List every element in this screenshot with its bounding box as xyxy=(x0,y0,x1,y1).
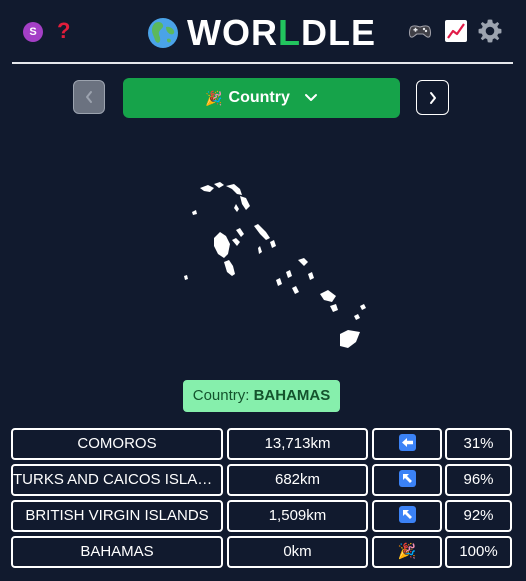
gear-icon[interactable] xyxy=(477,18,503,44)
next-button[interactable] xyxy=(416,80,449,115)
answer-badge: Country: BAHAMAS xyxy=(183,380,340,412)
guess-distance: 1,509km xyxy=(227,500,368,532)
guess-name: BAHAMAS xyxy=(11,536,223,568)
guess-direction xyxy=(372,464,442,496)
guess-name: COMOROS xyxy=(11,428,223,460)
up-left-arrow-icon xyxy=(398,470,416,488)
guess-percent: 96% xyxy=(445,464,512,496)
title-part: DLE xyxy=(300,12,376,53)
guess-direction: 🎉 xyxy=(372,536,442,568)
party-popper-icon: 🎉 xyxy=(397,543,417,560)
table-row: BAHAMAS 0km 🎉 100% xyxy=(11,536,513,568)
title-part: WOR xyxy=(187,12,278,53)
country-silhouette xyxy=(184,182,366,348)
table-row: BRITISH VIRGIN ISLANDS 1,509km 92% xyxy=(11,500,513,532)
profile-icon[interactable]: S xyxy=(23,22,43,42)
header-bar: S ? WORLDLE xyxy=(12,0,513,64)
guess-direction xyxy=(372,500,442,532)
table-row: TURKS AND CAICOS ISLANDS 682km 96% xyxy=(11,464,513,496)
help-icon[interactable]: ? xyxy=(57,18,71,43)
guess-direction xyxy=(372,428,442,460)
guess-name: BRITISH VIRGIN ISLANDS xyxy=(11,500,223,532)
title-text: WORLDLE xyxy=(187,13,376,53)
up-left-arrow-icon xyxy=(398,506,416,524)
guess-percent: 92% xyxy=(445,500,512,532)
answer-name: BAHAMAS xyxy=(253,387,331,404)
globe-icon xyxy=(148,18,178,48)
title-highlight: L xyxy=(277,12,301,53)
guess-percent: 31% xyxy=(445,428,512,460)
guess-percent: 100% xyxy=(445,536,512,568)
guess-table: COMOROS 13,713km 31% TURKS AND CAICOS IS… xyxy=(11,428,513,572)
left-arrow-icon xyxy=(398,434,416,452)
guess-distance: 682km xyxy=(227,464,368,496)
table-row: COMOROS 13,713km 31% xyxy=(11,428,513,460)
guess-distance: 0km xyxy=(227,536,368,568)
chart-icon[interactable] xyxy=(443,18,469,44)
app-title: WORLDLE xyxy=(147,13,376,53)
mode-dropdown[interactable]: 🎉 Country xyxy=(123,78,400,118)
chevron-left-icon xyxy=(86,91,92,103)
guess-distance: 13,713km xyxy=(227,428,368,460)
nav-row: 🎉 Country xyxy=(0,78,526,118)
answer-prefix: Country: xyxy=(192,387,254,404)
chevron-right-icon xyxy=(429,91,436,104)
chevron-down-icon xyxy=(304,94,317,101)
mode-label: Country xyxy=(228,89,290,106)
game-controller-icon[interactable] xyxy=(407,18,433,44)
party-popper-icon: 🎉 xyxy=(205,89,223,106)
guess-name: TURKS AND CAICOS ISLANDS xyxy=(11,464,223,496)
previous-button[interactable] xyxy=(73,80,105,114)
